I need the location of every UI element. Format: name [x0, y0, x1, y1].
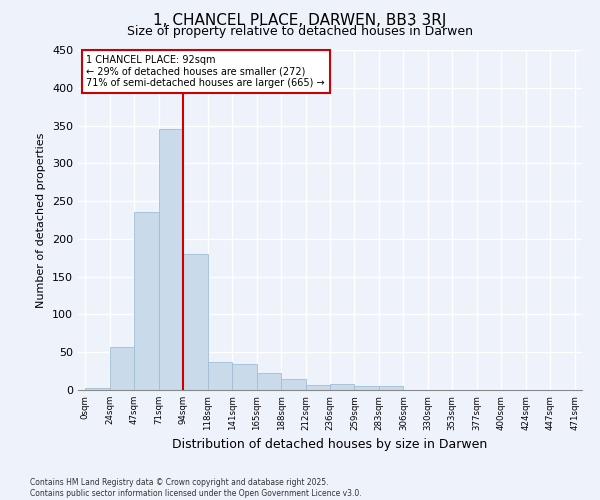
Bar: [330, 384, 355, 390]
Text: Size of property relative to detached houses in Darwen: Size of property relative to detached ho…: [127, 25, 473, 38]
Bar: [85, 388, 110, 390]
Bar: [208, 362, 232, 390]
Bar: [159, 130, 183, 390]
Bar: [134, 212, 159, 390]
Text: 1, CHANCEL PLACE, DARWEN, BB3 3RJ: 1, CHANCEL PLACE, DARWEN, BB3 3RJ: [154, 12, 446, 28]
Bar: [379, 386, 403, 390]
Y-axis label: Number of detached properties: Number of detached properties: [37, 132, 46, 308]
Text: Contains HM Land Registry data © Crown copyright and database right 2025.
Contai: Contains HM Land Registry data © Crown c…: [30, 478, 362, 498]
Bar: [257, 374, 281, 390]
Bar: [281, 380, 305, 390]
Bar: [232, 364, 257, 390]
Bar: [110, 347, 134, 390]
Bar: [355, 386, 379, 390]
Bar: [305, 386, 330, 390]
Text: 1 CHANCEL PLACE: 92sqm
← 29% of detached houses are smaller (272)
71% of semi-de: 1 CHANCEL PLACE: 92sqm ← 29% of detached…: [86, 56, 325, 88]
X-axis label: Distribution of detached houses by size in Darwen: Distribution of detached houses by size …: [172, 438, 488, 451]
Bar: [183, 254, 208, 390]
